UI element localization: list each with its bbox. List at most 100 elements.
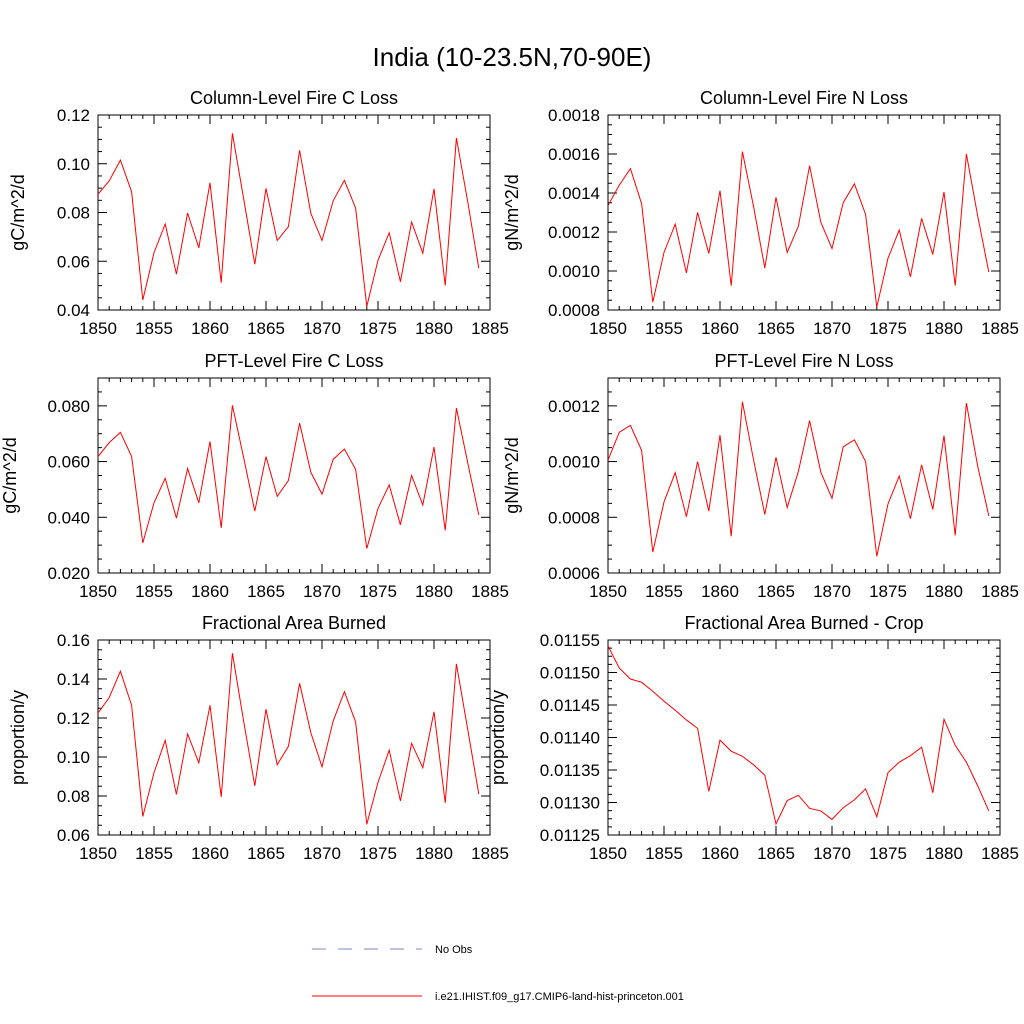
x-tick-label: 1860 [191,319,229,338]
x-axis: 1850 1855 1860 1865 1870 1875 1880 1885 [589,378,1019,601]
x-tick-label: 1875 [359,844,397,863]
x-tick-label: 1880 [415,319,453,338]
plot-frame [97,114,491,311]
y-tick-label: 0.14 [57,670,90,689]
x-tick-label: 1865 [757,582,795,601]
y-axis-label: proportion/y [8,690,28,785]
x-tick-label: 1870 [303,582,341,601]
y-tick-label: 0.01155 [540,631,600,650]
panel-title: PFT-Level Fire N Loss [714,351,893,371]
series-line-model [97,133,480,307]
y-axis-label: gN/m^2/d [502,174,522,250]
y-tick-label: 0.0012 [548,397,600,416]
x-tick-label: 1880 [415,844,453,863]
y-tick-label: 0.0010 [548,262,600,281]
x-tick-label: 1885 [981,319,1019,338]
x-tick-label: 1885 [471,844,509,863]
y-tick-label: 0.01140 [540,729,600,748]
x-tick-label: 1855 [645,582,683,601]
y-tick-label: 0.10 [57,155,90,174]
x-tick-label: 1870 [813,582,851,601]
x-tick-label: 1860 [191,582,229,601]
legend-item-no-obs: No Obs [312,944,473,956]
x-tick-label: 1850 [589,844,627,863]
y-axis: 0.04 0.06 0.08 0.10 0.12 [57,106,490,320]
x-axis: 1850 1855 1860 1865 1870 1875 1880 1885 [79,640,509,863]
x-tick-label: 1880 [415,582,453,601]
legend-item-model: i.e21.IHIST.f09_g17.CMIP6-land-hist-prin… [312,991,684,1003]
panel-fractional-area-burned-crop: Fractional Area Burned - Crop proportion/… [488,613,1019,863]
x-axis: 1850 1855 1860 1865 1870 1875 1880 1885 [79,378,509,601]
x-tick-label: 1865 [247,844,285,863]
x-axis: 1850 1855 1860 1865 1870 1875 1880 1885 [589,640,1019,863]
panels: Column-Level Fire C Loss gC/m^2/d 1850 1855… [0,88,1019,863]
y-tick-label: 0.0016 [548,145,600,164]
panel-title: Fractional Area Burned - Crop [684,613,923,633]
plot-frame [607,377,1001,574]
series-line-model [607,645,990,826]
x-tick-label: 1860 [701,582,739,601]
x-axis: 1850 1855 1860 1865 1870 1875 1880 1885 [79,115,509,338]
y-axis-label: gN/m^2/d [502,437,522,513]
x-tick-label: 1865 [757,844,795,863]
plot-frame [97,639,491,836]
x-tick-label: 1870 [303,319,341,338]
series-line-model [607,151,990,308]
x-tick-label: 1865 [247,319,285,338]
plot-frame [607,114,1001,311]
x-tick-label: 1875 [869,319,907,338]
x-tick-label: 1880 [925,582,963,601]
y-tick-label: 0.08 [57,204,90,223]
x-tick-label: 1870 [303,844,341,863]
y-tick-label: 0.01150 [540,664,600,683]
panel-title: Column-Level Fire N Loss [700,88,908,108]
series-line-model [607,401,990,557]
x-tick-label: 1850 [589,319,627,338]
x-tick-label: 1875 [359,582,397,601]
panel-title: Column-Level Fire C Loss [190,88,398,108]
x-tick-label: 1885 [981,844,1019,863]
x-tick-label: 1885 [981,582,1019,601]
x-tick-label: 1855 [135,582,173,601]
y-tick-label: 0.01125 [540,826,600,845]
y-tick-label: 0.04 [57,301,90,320]
y-axis: 0.0006 0.0008 0.0010 0.0012 [548,377,1000,583]
x-tick-label: 1860 [701,844,739,863]
y-axis-label: gC/m^2/d [0,437,20,513]
x-tick-label: 1850 [79,582,117,601]
legend-label-no-obs: No Obs [435,944,473,956]
legend: No Obs i.e21.IHIST.f09_g17.CMIP6-land-hi… [312,944,684,1003]
x-tick-label: 1875 [869,582,907,601]
x-tick-label: 1855 [645,844,683,863]
panel-column-level-fire-n-loss: Column-Level Fire N Loss gN/m^2/d 1850 1855… [502,88,1019,338]
x-tick-label: 1885 [471,319,509,338]
y-tick-label: 0.060 [47,453,90,472]
x-tick-label: 1870 [813,844,851,863]
x-tick-label: 1875 [359,319,397,338]
figure-title: India (10-23.5N,70-90E) [373,42,652,72]
panel-pft-level-fire-c-loss: PFT-Level Fire C Loss gC/m^2/d 1850 1855 186… [0,351,509,601]
x-tick-label: 1860 [191,844,229,863]
y-tick-label: 0.0008 [548,508,600,527]
panel-title: Fractional Area Burned [202,613,386,633]
x-tick-label: 1885 [471,582,509,601]
panel-pft-level-fire-n-loss: PFT-Level Fire N Loss gN/m^2/d 1850 1855 186… [502,351,1019,601]
panel-column-level-fire-c-loss: Column-Level Fire C Loss gC/m^2/d 1850 1855… [8,88,509,338]
y-tick-label: 0.06 [57,826,90,845]
x-axis: 1850 1855 1860 1865 1870 1875 1880 1885 [589,115,1019,338]
x-tick-label: 1865 [757,319,795,338]
y-tick-label: 0.01135 [540,761,600,780]
y-tick-label: 0.0018 [548,106,600,125]
legend-label-model: i.e21.IHIST.f09_g17.CMIP6-land-hist-prin… [435,991,684,1003]
x-tick-label: 1865 [247,582,285,601]
y-axis: 0.020 0.040 0.060 0.080 [47,377,490,583]
y-tick-label: 0.0010 [548,453,600,472]
x-tick-label: 1855 [645,319,683,338]
y-axis: 0.0008 0.0010 0.0012 0.0014 0.0016 0.0018 [548,106,1000,320]
series-line-model [97,405,480,549]
y-tick-label: 0.0006 [548,564,600,583]
y-tick-label: 0.080 [47,397,90,416]
x-tick-label: 1855 [135,844,173,863]
